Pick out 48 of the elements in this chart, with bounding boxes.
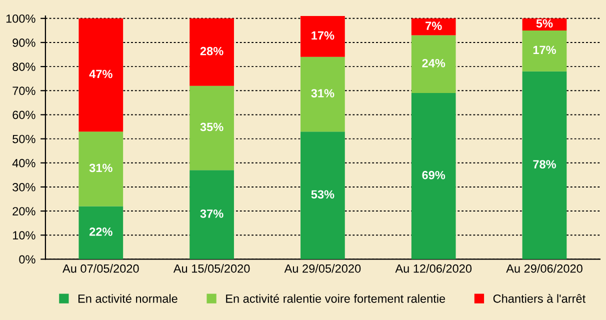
data-label: 78% — [533, 160, 556, 168]
data-label: 35% — [200, 122, 224, 132]
data-label: 17% — [312, 31, 334, 40]
y-tick-label: 20% — [12, 207, 36, 216]
bar — [411, 93, 456, 260]
bar — [300, 132, 345, 260]
legend-label: En activité normale — [78, 294, 178, 303]
data-label: 5% — [536, 19, 553, 28]
y-tick-label: 30% — [12, 182, 36, 192]
bar — [300, 16, 345, 57]
data-label: 17% — [533, 46, 556, 54]
legend-label: Chantiers à l'arrêt — [493, 294, 586, 303]
data-label: 69% — [422, 170, 446, 180]
bar — [78, 206, 124, 260]
y-tick-label: 40% — [12, 158, 36, 168]
y-tick-label: 100% — [6, 14, 36, 23]
y-tick-label: 60% — [12, 110, 36, 120]
y-tick-label: 0% — [19, 255, 36, 264]
bar — [190, 18, 234, 86]
y-tick-label: 10% — [13, 231, 36, 240]
x-tick-label: Au 29/05/2020 — [284, 264, 361, 273]
data-label: 24% — [422, 58, 446, 68]
data-label: 22% — [89, 228, 112, 236]
data-label: 7% — [426, 22, 442, 30]
bar — [522, 30, 567, 72]
legend-label: En activité ralentie voire fortement ralentie — [226, 294, 446, 303]
bar — [190, 170, 234, 260]
bar — [190, 86, 234, 170]
data-label: 28% — [200, 46, 224, 56]
x-tick-label: Au 29/06/2020 — [506, 264, 582, 273]
x-tick-label: Au 15/05/2020 — [173, 264, 250, 273]
data-label: 31% — [89, 164, 112, 172]
data-label: 37% — [200, 209, 224, 218]
data-label: 47% — [89, 70, 112, 78]
y-tick-label: 50% — [12, 134, 36, 144]
bar — [411, 18, 456, 36]
bar — [522, 71, 567, 260]
x-tick-label: Au 12/06/2020 — [395, 264, 472, 273]
y-tick-label: 90% — [12, 38, 36, 47]
y-tick-label: 80% — [12, 62, 36, 71]
data-label: 53% — [311, 190, 334, 199]
bar — [411, 35, 456, 94]
data-label: 31% — [311, 89, 334, 98]
bar — [78, 18, 124, 132]
x-tick-label: Au 07/05/2020 — [62, 264, 139, 273]
bar — [78, 132, 124, 206]
y-tick-label: 70% — [12, 86, 36, 96]
bar — [300, 56, 345, 132]
